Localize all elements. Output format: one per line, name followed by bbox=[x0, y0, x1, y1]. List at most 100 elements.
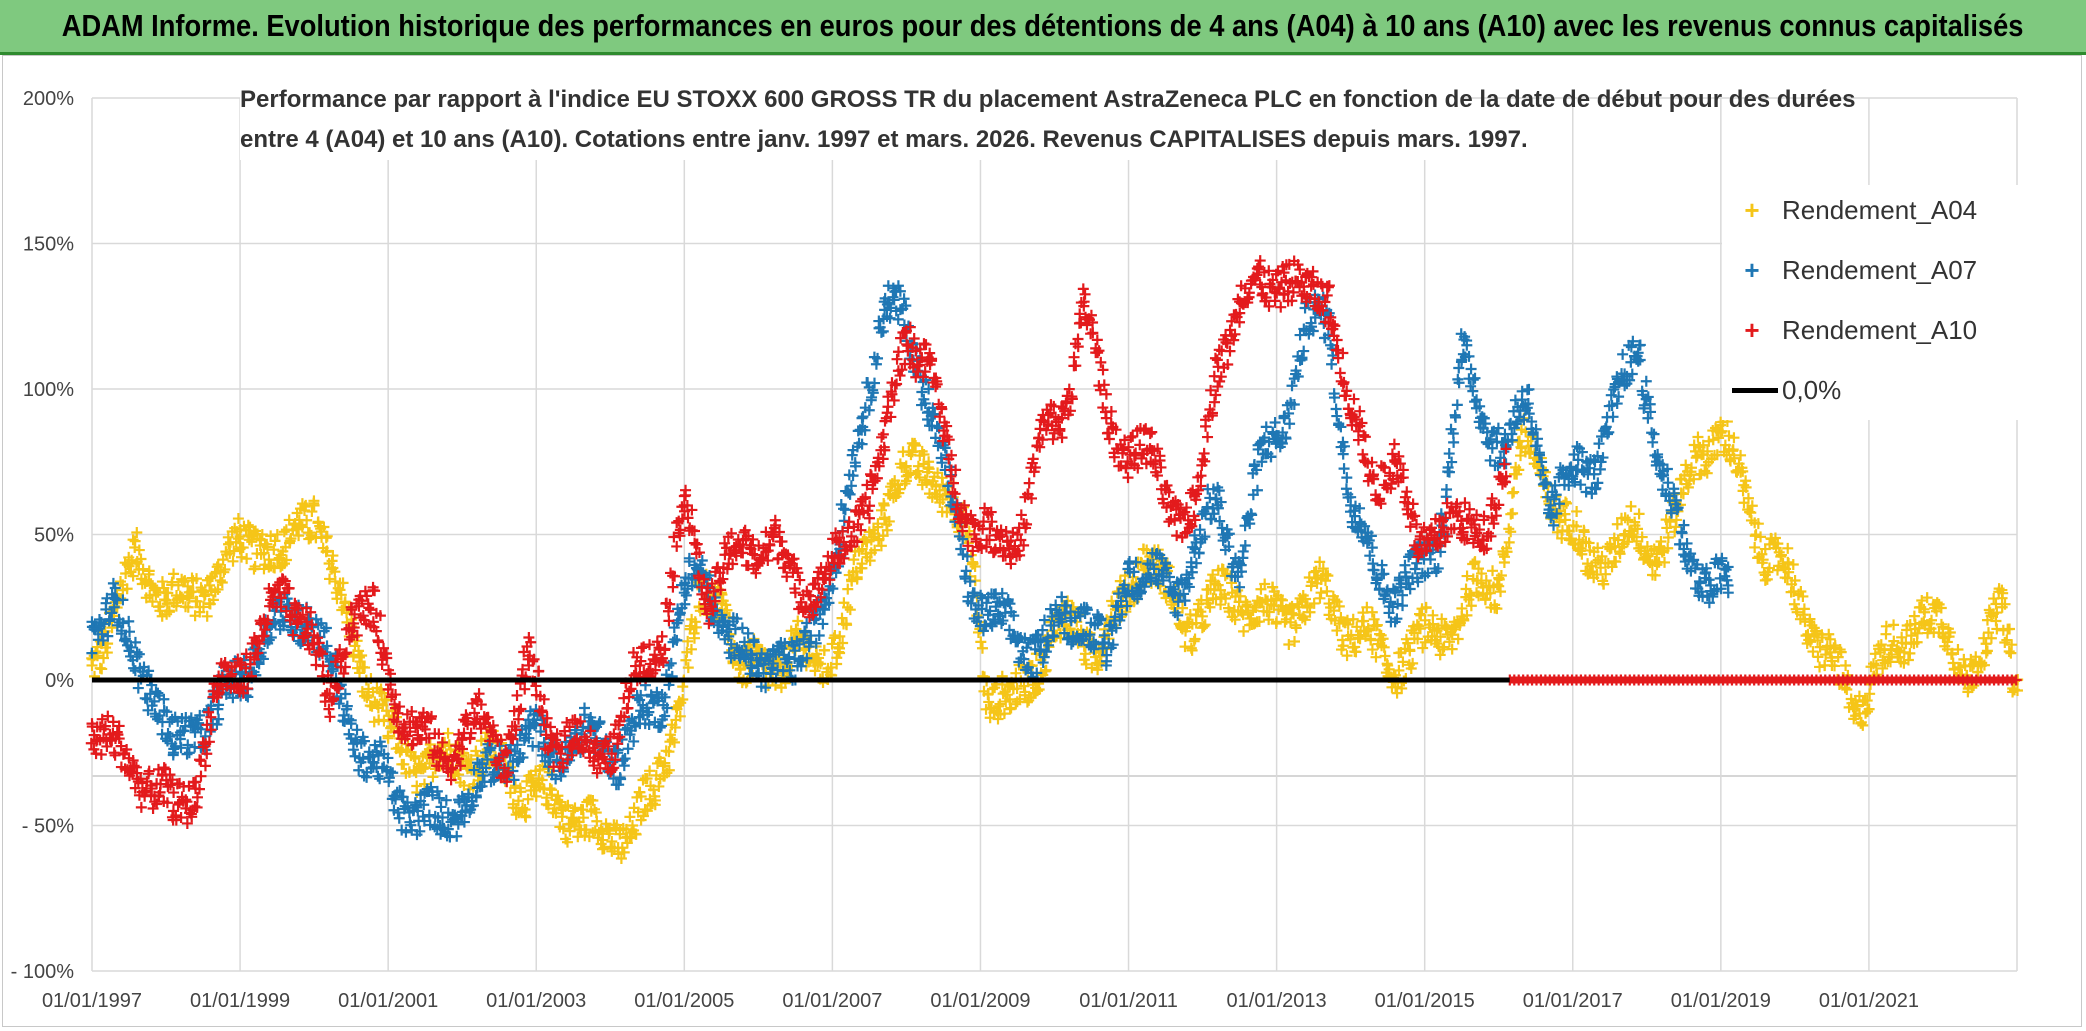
point-rendement-a04 bbox=[668, 736, 680, 748]
point-rendement-a04 bbox=[1314, 556, 1326, 568]
point-rendement-a04 bbox=[720, 599, 732, 611]
point-rendement-a07 bbox=[1592, 450, 1604, 462]
point-rendement-a07 bbox=[387, 767, 399, 779]
point-rendement-a10 bbox=[513, 705, 525, 717]
point-rendement-a10 bbox=[406, 739, 418, 751]
point-rendement-a07 bbox=[767, 657, 779, 669]
point-rendement-a04 bbox=[1407, 657, 1419, 669]
point-rendement-a07 bbox=[1588, 468, 1600, 480]
point-rendement-a10 bbox=[686, 504, 698, 516]
point-rendement-a10 bbox=[1066, 393, 1078, 405]
point-rendement-a10 bbox=[191, 791, 203, 803]
point-rendement-a04 bbox=[842, 583, 854, 595]
point-rendement-a04 bbox=[1199, 619, 1211, 631]
point-rendement-a07 bbox=[1393, 572, 1405, 584]
point-rendement-a07 bbox=[467, 800, 479, 812]
point-rendement-a04 bbox=[1366, 644, 1378, 656]
point-rendement-a10 bbox=[146, 783, 158, 795]
point-rendement-a04 bbox=[1728, 432, 1740, 444]
point-rendement-a07 bbox=[1046, 611, 1058, 623]
point-rendement-a07-anchor bbox=[86, 616, 98, 628]
point-rendement-a10 bbox=[1152, 443, 1164, 455]
point-rendement-a07 bbox=[1523, 408, 1535, 420]
point-rendement-a10 bbox=[885, 411, 897, 423]
point-rendement-a07 bbox=[635, 689, 647, 701]
point-rendement-a04 bbox=[198, 590, 210, 602]
point-rendement-a04 bbox=[1079, 648, 1091, 660]
point-rendement-a07-anchor bbox=[1189, 543, 1201, 555]
point-rendement-a07-anchor bbox=[390, 790, 402, 802]
point-rendement-a10 bbox=[962, 540, 974, 552]
point-rendement-a07 bbox=[736, 622, 748, 634]
point-rendement-a07 bbox=[1178, 588, 1190, 600]
point-rendement-a04 bbox=[993, 700, 1005, 712]
point-rendement-a10 bbox=[113, 720, 125, 732]
point-rendement-a04 bbox=[163, 605, 175, 617]
point-rendement-a10 bbox=[195, 770, 207, 782]
point-rendement-a07 bbox=[801, 652, 813, 664]
point-rendement-a07 bbox=[931, 420, 943, 432]
point-rendement-a04 bbox=[318, 521, 330, 533]
point-rendement-a07 bbox=[1251, 464, 1262, 476]
point-rendement-a07 bbox=[1700, 562, 1712, 574]
point-rendement-a10 bbox=[1087, 327, 1099, 339]
point-rendement-a07 bbox=[1161, 562, 1173, 574]
point-rendement-a10 bbox=[465, 727, 477, 739]
point-rendement-a04 bbox=[1507, 507, 1519, 519]
point-rendement-a07 bbox=[996, 587, 1008, 599]
point-rendement-a04 bbox=[1983, 627, 1994, 639]
point-rendement-a07-anchor bbox=[367, 761, 379, 773]
point-rendement-a04 bbox=[1713, 432, 1725, 444]
point-rendement-a04 bbox=[1788, 598, 1800, 610]
point-rendement-a04 bbox=[1283, 638, 1295, 650]
point-rendement-a10 bbox=[181, 796, 193, 808]
point-rendement-a07 bbox=[1465, 363, 1477, 375]
point-rendement-a07 bbox=[981, 597, 993, 609]
point-rendement-a07 bbox=[1183, 572, 1195, 584]
point-rendement-a04 bbox=[554, 796, 566, 808]
point-rendement-a04 bbox=[1467, 558, 1479, 570]
point-rendement-a10 bbox=[941, 420, 953, 432]
point-rendement-a07 bbox=[856, 438, 868, 450]
point-rendement-a10 bbox=[950, 464, 962, 476]
point-rendement-a07-anchor bbox=[1234, 558, 1246, 570]
point-rendement-a07 bbox=[1234, 581, 1246, 593]
point-rendement-a04 bbox=[150, 589, 162, 601]
point-rendement-a10 bbox=[107, 716, 119, 728]
point-rendement-a04 bbox=[1304, 606, 1316, 618]
point-rendement-a04-anchor bbox=[1137, 543, 1149, 555]
point-rendement-a04 bbox=[618, 846, 630, 858]
point-rendement-a04 bbox=[1999, 637, 2011, 649]
point-rendement-a04 bbox=[1503, 536, 1515, 548]
point-rendement-a04-anchor bbox=[1315, 587, 1327, 599]
point-rendement-a10 bbox=[155, 778, 167, 790]
point-rendement-a07 bbox=[1605, 389, 1617, 401]
point-rendement-a10 bbox=[339, 648, 351, 660]
point-rendement-a07 bbox=[1602, 428, 1614, 440]
point-rendement-a04 bbox=[1935, 602, 1947, 614]
point-rendement-a04-anchor bbox=[878, 499, 890, 511]
point-rendement-a04 bbox=[635, 791, 647, 803]
point-rendement-a04-anchor bbox=[812, 659, 824, 671]
point-rendement-a10 bbox=[1092, 347, 1104, 359]
point-rendement-a04 bbox=[241, 553, 253, 565]
point-rendement-a07 bbox=[1003, 624, 1015, 636]
point-rendement-a04 bbox=[1980, 647, 1992, 659]
point-rendement-a07 bbox=[117, 617, 129, 629]
point-rendement-a04 bbox=[228, 545, 240, 557]
point-rendement-a04 bbox=[1299, 614, 1311, 626]
point-rendement-a04 bbox=[577, 812, 589, 824]
point-rendement-a10 bbox=[453, 753, 465, 765]
point-rendement-a10 bbox=[600, 757, 612, 769]
point-rendement-a10 bbox=[95, 749, 107, 761]
point-rendement-a10 bbox=[361, 590, 373, 602]
point-rendement-a07 bbox=[1589, 483, 1601, 495]
point-rendement-a07 bbox=[468, 764, 480, 776]
point-rendement-a04 bbox=[998, 708, 1010, 720]
point-rendement-a07 bbox=[1179, 595, 1191, 607]
point-rendement-a04 bbox=[624, 811, 636, 823]
point-rendement-a04 bbox=[1629, 516, 1641, 528]
x-tick-label: 01/01/2011 bbox=[1079, 990, 1178, 1012]
point-rendement-a04 bbox=[1154, 580, 1166, 592]
point-rendement-a04 bbox=[1913, 622, 1925, 634]
